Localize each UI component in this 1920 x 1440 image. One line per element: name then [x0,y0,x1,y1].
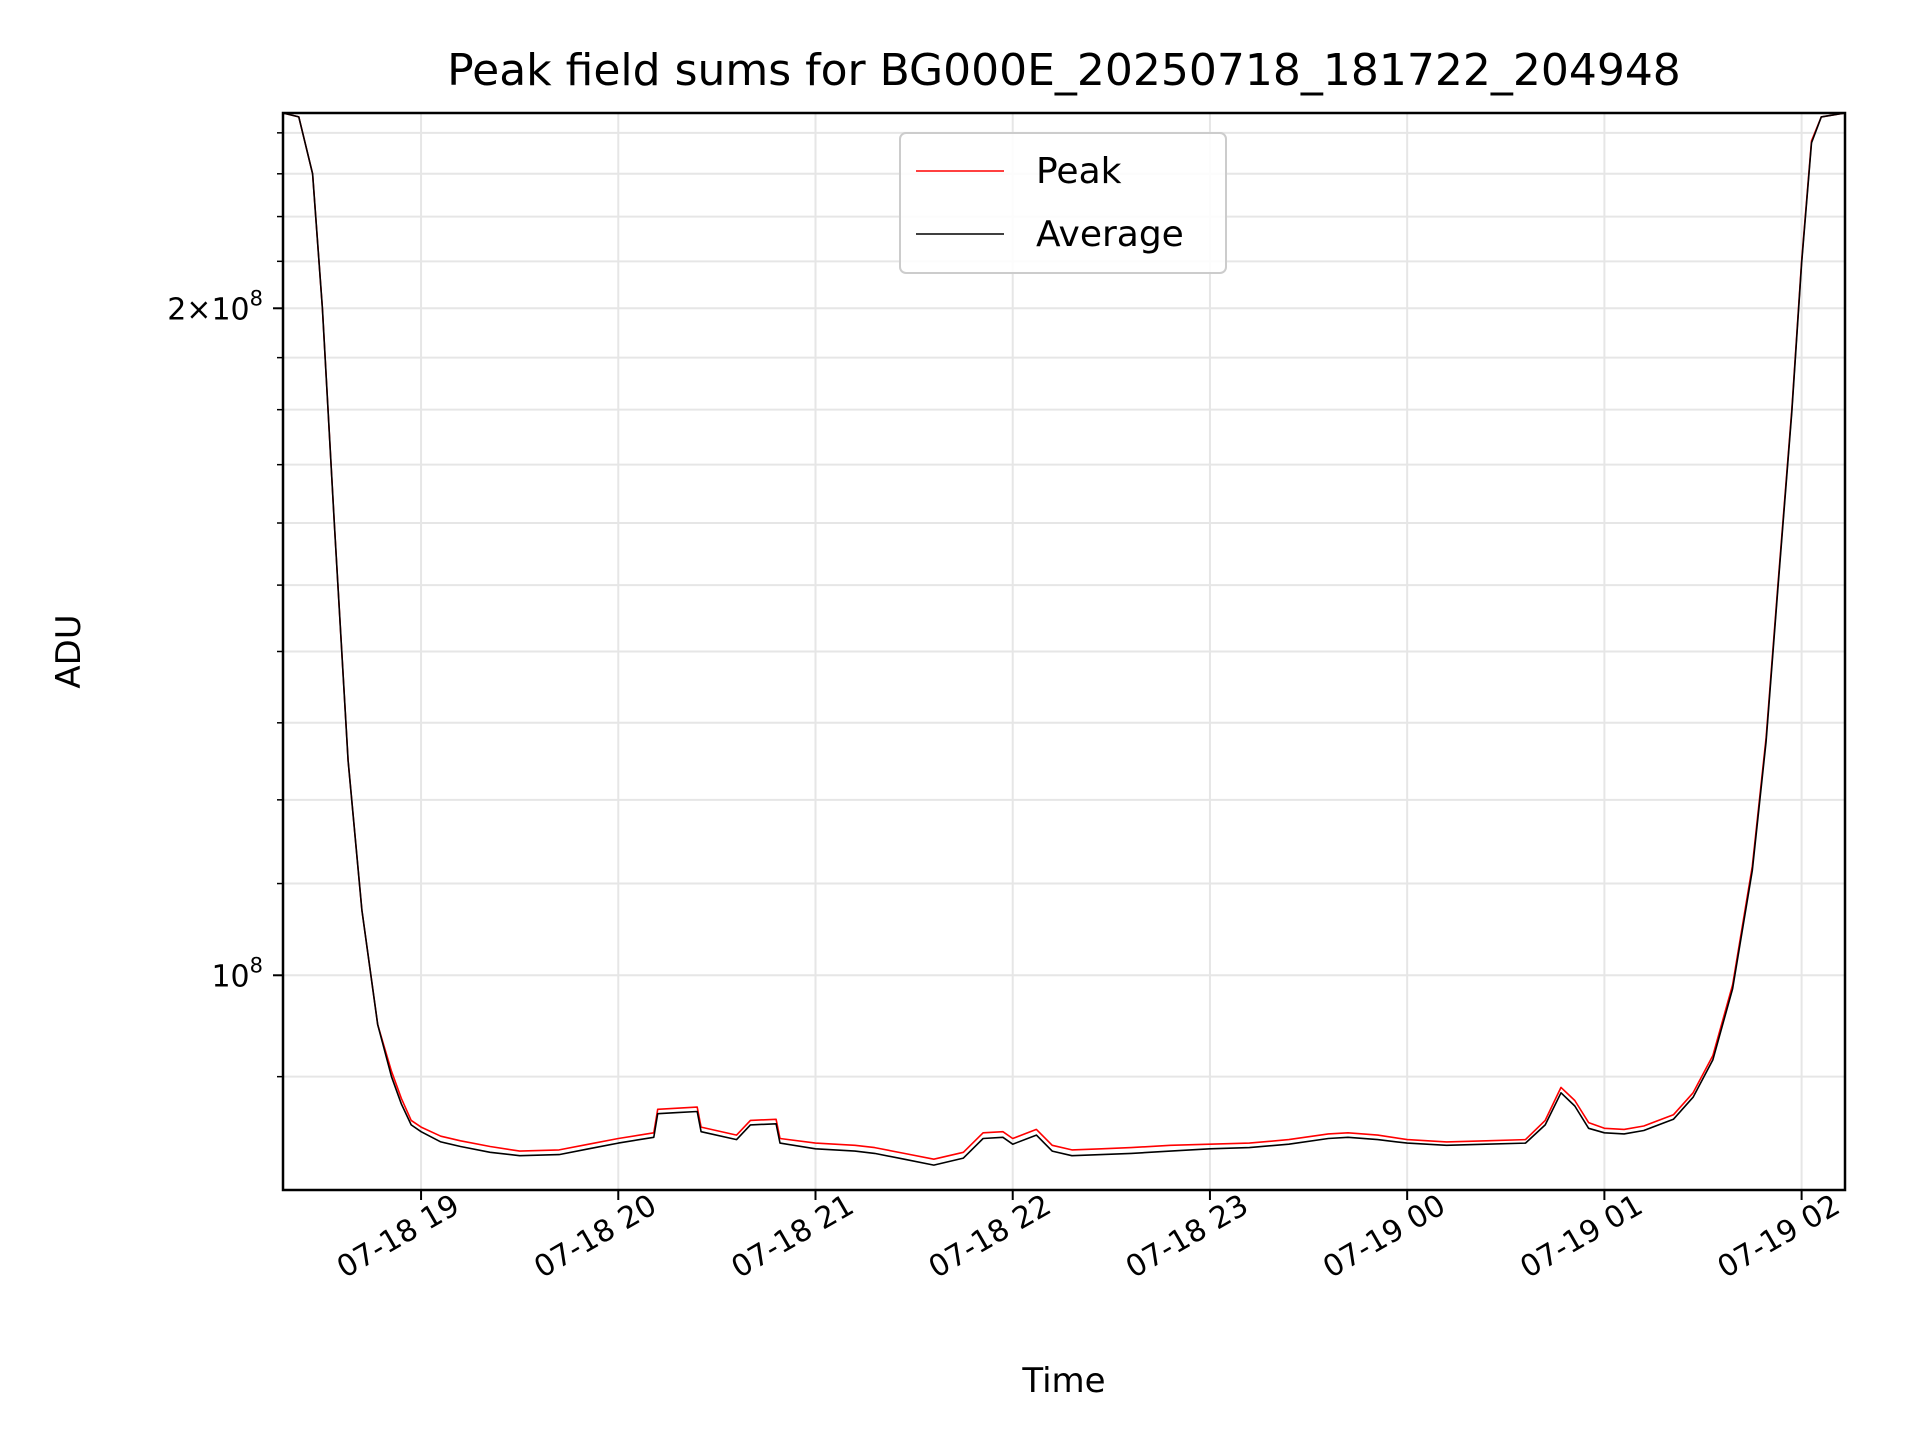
legend: Peak Average [899,132,1227,274]
series-line-average [282,112,1846,1166]
legend-label: Average [1036,214,1184,255]
x-axis-label: Time [1021,1361,1105,1401]
y-tick-label: 108 [211,953,263,994]
chart-title: Peak field sums for BG000E_20250718_1817… [447,45,1681,96]
series-line-peak [282,112,1846,1160]
y-axis-label: ADU [49,614,89,688]
legend-label: Peak [1036,151,1122,192]
legend-box [899,132,1227,274]
y-tick-label: 2×108 [167,286,263,327]
series-lines [282,112,1846,1166]
